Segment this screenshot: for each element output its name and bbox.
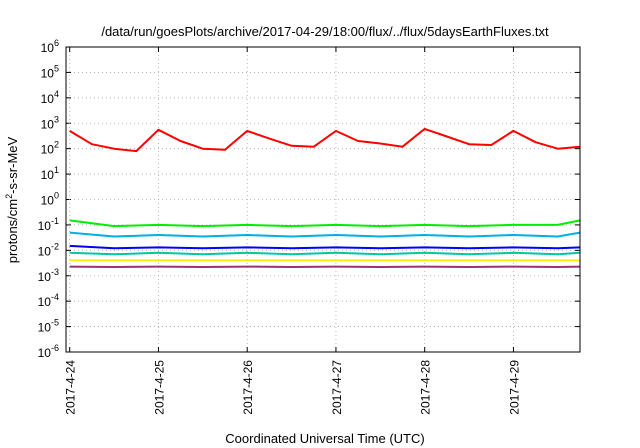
y-tick-label: 106	[41, 38, 59, 55]
y-tick-label: 104	[41, 89, 59, 106]
y-tick-label: 10-3	[38, 267, 59, 284]
y-tick-label: 10-6	[38, 343, 59, 360]
y-tick-label: 10-5	[38, 318, 59, 335]
y-tick-exponent: 5	[54, 63, 59, 73]
plot-frame	[65, 46, 581, 353]
y-tick-exponent: -2	[51, 241, 59, 251]
x-tick-label: 2017-4-24	[64, 360, 78, 415]
y-tick-label: 10-2	[38, 241, 59, 258]
y-tick-label: 101	[41, 165, 59, 182]
y-tick-exponent: 6	[54, 38, 59, 48]
series-line-1	[69, 127, 581, 153]
y-tick-base: 10	[38, 321, 52, 335]
y-tick-exponent: -5	[51, 318, 59, 328]
y-tick-base: 10	[38, 244, 52, 258]
y-tick-base: 10	[41, 117, 55, 131]
y-tick-base: 10	[41, 66, 55, 80]
y-tick-exponent: -1	[51, 216, 59, 226]
y-tick-base: 10	[41, 41, 55, 55]
y-axis-label-units: -s-sr-MeV	[5, 136, 20, 193]
y-tick-base: 10	[41, 143, 55, 157]
y-tick-label: 100	[41, 191, 59, 208]
series-line-5	[69, 251, 581, 256]
y-tick-exponent: 3	[54, 114, 59, 124]
y-tick-exponent: -4	[51, 292, 59, 302]
y-tick-base: 10	[41, 194, 55, 208]
y-tick-base: 10	[38, 346, 52, 360]
y-tick-exponent: 2	[54, 140, 59, 150]
y-tick-label: 102	[41, 140, 59, 157]
y-tick-base: 10	[41, 168, 55, 182]
series-line-3	[69, 231, 581, 238]
y-axis-label: protons/cm2-s-sr-MeV	[4, 136, 20, 263]
series-line-4	[69, 244, 581, 250]
y-tick-exponent: -3	[51, 267, 59, 277]
y-tick-exponent: 1	[54, 165, 59, 175]
grid	[66, 46, 580, 353]
y-tick-exponent: -6	[51, 343, 59, 353]
series-layer	[69, 127, 581, 268]
x-tick-label: 2017-4-29	[507, 360, 521, 415]
x-tick-label: 2017-4-26	[241, 360, 255, 415]
series-line-2	[69, 219, 581, 228]
x-tick-label: 2017-4-28	[419, 360, 433, 415]
y-tick-base: 10	[41, 92, 55, 106]
y-tick-exponent: 4	[54, 89, 59, 99]
y-tick-label: 10-4	[38, 292, 59, 309]
y-tick-label: 10-1	[38, 216, 59, 233]
y-tick-exponent: 0	[54, 191, 59, 201]
x-tick-label: 2017-4-27	[330, 360, 344, 415]
x-axis-label: Coordinated Universal Time (UTC)	[225, 431, 424, 446]
y-tick-label: 103	[41, 114, 59, 131]
y-axis-label-superscript: 2	[4, 194, 14, 199]
x-tick-label: 2017-4-25	[152, 360, 166, 415]
y-axis-label-main: protons/cm	[5, 199, 20, 263]
y-tick-labels: 10-610-510-410-310-210-11001011021031041…	[38, 38, 59, 360]
y-tick-base: 10	[38, 270, 52, 284]
y-tick-base: 10	[38, 219, 52, 233]
chart-title: /data/run/goesPlots/archive/2017-04-29/1…	[101, 24, 549, 39]
y-tick-base: 10	[38, 295, 52, 309]
x-tick-labels: 2017-4-24 2017-4-25 2017-4-26 2017-4-27 2017…	[64, 360, 522, 415]
y-tick-label: 105	[41, 63, 59, 80]
